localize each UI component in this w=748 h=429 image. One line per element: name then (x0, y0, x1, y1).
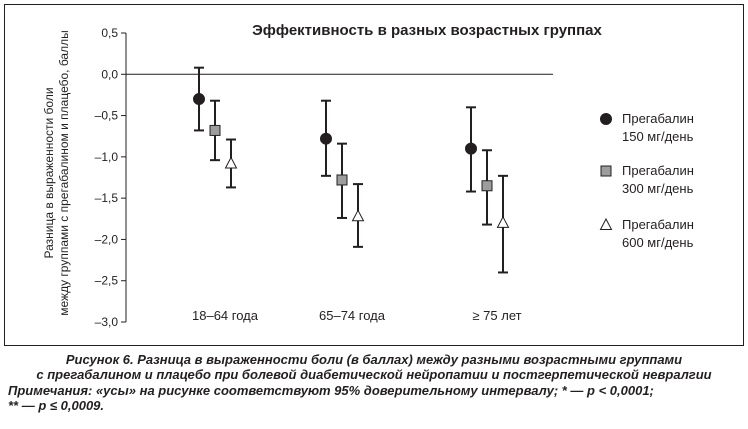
legend-label-line1: Прегабалин (622, 111, 694, 126)
caption-note-line2: ** — p ≤ 0,0009. (8, 398, 105, 413)
y-axis-label-line1: Разница в выраженности боли (42, 87, 56, 258)
figure-note: Примечания: «усы» на рисунке соответству… (4, 383, 748, 413)
data-point-marker (209, 124, 221, 136)
legend-label-line2: 150 мг/день (622, 129, 694, 144)
y-tick-label: –2,5 (95, 274, 119, 288)
figure-caption: Рисунок 6. Разница в выраженности боли (… (4, 352, 744, 382)
category-label: ≥ 75 лет (472, 308, 521, 323)
data-point-marker (496, 215, 510, 228)
legend-label-line2: 600 мг/день (622, 235, 694, 250)
error-bar-chart: Эффективность в разных возрастных группа… (42, 22, 694, 329)
data-point-marker (465, 142, 477, 155)
chart-title: Эффективность в разных возрастных группа… (252, 22, 602, 39)
legend-label-line1: Прегабалин (622, 163, 694, 178)
y-tick-label: –1,0 (95, 150, 119, 164)
caption-title-line2: с прегабалином и плацебо при болевой диа… (36, 367, 712, 382)
y-tick-label: –3,0 (95, 315, 119, 329)
category-label: 18–64 года (192, 308, 259, 323)
y-tick-label: –0,5 (95, 109, 119, 123)
data-point-marker (481, 180, 493, 192)
data-point-marker (224, 156, 238, 169)
y-tick-label: 0,5 (101, 26, 118, 40)
legend-marker (600, 113, 612, 125)
data-point-marker (193, 93, 205, 106)
data-point-marker (320, 132, 332, 145)
legend-marker (599, 217, 613, 230)
chart-frame: Эффективность в разных возрастных группа… (4, 4, 744, 346)
legend-label-line1: Прегабалин (622, 217, 694, 232)
caption-note-line1: Примечания: «усы» на рисунке соответству… (8, 383, 654, 398)
legend-marker (600, 165, 612, 177)
y-tick-label: –1,5 (95, 191, 119, 205)
data-point-marker (336, 174, 348, 186)
category-label: 65–74 года (319, 308, 386, 323)
y-tick-label: 0,0 (101, 67, 118, 81)
legend-label-line2: 300 мг/день (622, 181, 694, 196)
y-axis-label-line2: между группами с прегабалином и плацебо,… (57, 30, 71, 315)
y-tick-label: –2,0 (95, 232, 119, 246)
data-point-marker (351, 209, 365, 222)
caption-title-line1: Рисунок 6. Разница в выраженности боли (… (65, 352, 683, 367)
